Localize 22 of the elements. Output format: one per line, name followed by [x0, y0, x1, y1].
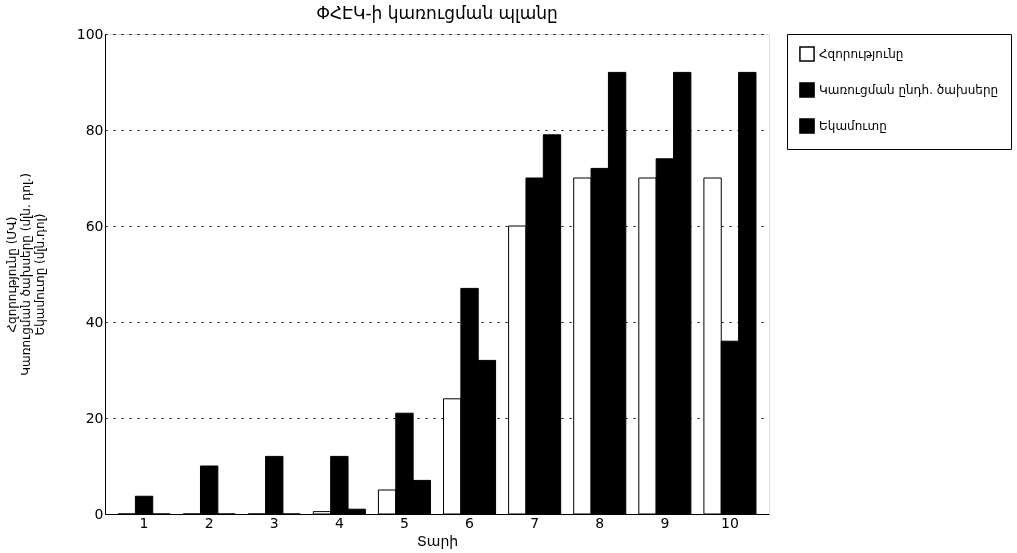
y-tick-label: 40: [85, 313, 104, 330]
legend-label: Կառուցման ընդհ. ծախսերը: [819, 83, 999, 97]
x-tick-label: 5: [399, 514, 409, 531]
x-axis-title: Տարի: [416, 532, 459, 549]
y-tick-label: 0: [94, 505, 104, 522]
x-tick-label: 7: [530, 514, 540, 531]
y-tick-label: 100: [76, 25, 104, 42]
y-axis-title: Հզորությունը (ՄՎ) Կառուցման ծախսերը (մլն. դոլ.) Եկամուտը (մլն.դոլ): [4, 173, 47, 376]
legend-label: Հզորությունը: [819, 47, 904, 61]
x-tick-label: 6: [465, 514, 475, 531]
y-tick-label: 60: [85, 217, 104, 234]
x-tick-label: 4: [334, 514, 344, 531]
x-tick-label: 2: [204, 514, 214, 531]
x-tick-label: 1: [139, 514, 149, 531]
x-tick-label: 8: [595, 514, 605, 531]
x-tick-label: 3: [269, 514, 279, 531]
x-tick-label: 9: [660, 514, 670, 531]
y-tick-label: 20: [85, 409, 104, 426]
y-tick-label: 80: [85, 121, 104, 138]
chart-title: ՓՀԷԿ-ի կառուցման պլանը: [316, 3, 558, 23]
x-tick-label: 10: [721, 514, 739, 531]
legend-label: Եկամուտը: [819, 119, 887, 133]
